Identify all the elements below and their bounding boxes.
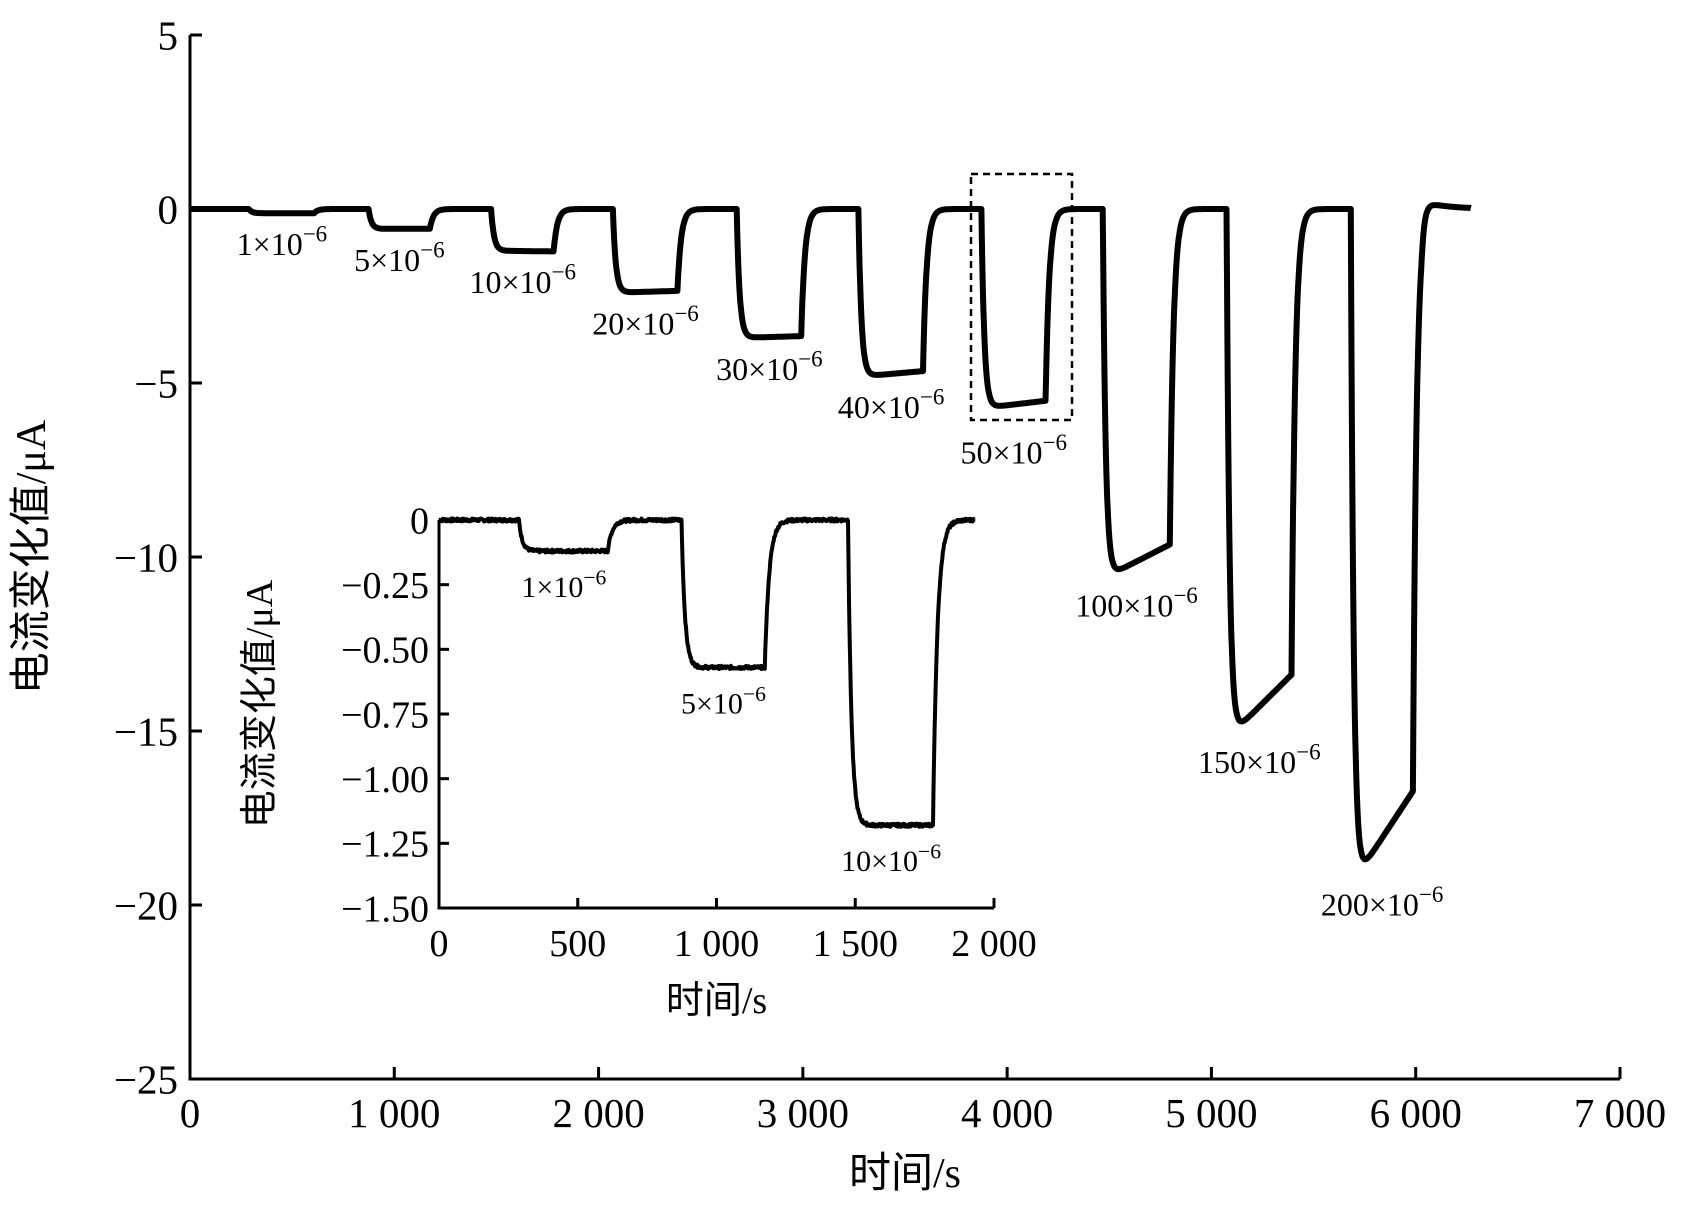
x-tick-label: 3 000 <box>757 1090 849 1136</box>
y-tick-label: −0.50 <box>341 630 429 672</box>
x-tick-label: 2 000 <box>951 923 1037 965</box>
concentration-label-exponent: −6 <box>420 236 445 262</box>
concentration-label: 40×10−6 <box>838 384 945 425</box>
x-axis-label: 时间/s <box>849 1151 961 1197</box>
concentration-label: 1×10−6 <box>237 221 328 262</box>
concentration-label-base: 50×10 <box>961 434 1043 470</box>
concentration-label: 10×10−6 <box>841 840 941 879</box>
concentration-label: 1×10−6 <box>521 565 606 604</box>
concentration-label-base: 1×10 <box>521 571 583 604</box>
y-tick-label: −20 <box>114 882 178 928</box>
x-tick-label: 500 <box>549 923 606 965</box>
y-tick-label: −10 <box>114 534 178 580</box>
x-tick-label: 0 <box>180 1090 201 1136</box>
y-tick-label: 0 <box>410 500 429 542</box>
concentration-label-base: 150×10 <box>1198 744 1296 780</box>
concentration-label-exponent: −6 <box>1173 582 1198 608</box>
concentration-label: 10×10−6 <box>470 258 577 299</box>
concentration-label-exponent: −6 <box>552 258 577 284</box>
concentration-label: 30×10−6 <box>716 345 823 386</box>
concentration-label-base: 5×10 <box>681 687 743 720</box>
concentration-label-base: 30×10 <box>716 351 798 387</box>
concentration-label: 200×10−6 <box>1321 881 1444 922</box>
concentration-label-exponent: −6 <box>743 682 766 706</box>
concentration-label-base: 10×10 <box>470 264 552 300</box>
main-plot: 50−5−10−15−20−250 1 000 2 000 3 000 4 000 5 0… <box>8 12 1666 1197</box>
y-tick-label: −5 <box>134 360 178 406</box>
y-tick-label: −1.50 <box>341 888 429 930</box>
concentration-label-exponent: −6 <box>920 384 945 410</box>
zoom-region-box <box>969 172 1074 422</box>
y-tick-label: −1.00 <box>341 759 429 801</box>
concentration-label: 5×10−6 <box>681 682 766 721</box>
y-tick-label: −15 <box>114 708 178 754</box>
concentration-label: 5×10−6 <box>354 236 445 277</box>
concentration-label-base: 40×10 <box>838 389 920 425</box>
y-axis-label: 电流变化值/μA <box>8 419 55 694</box>
concentration-label: 50×10−6 <box>961 429 1068 470</box>
y-tick-label: 0 <box>158 186 179 232</box>
x-tick-label: 1 000 <box>348 1090 440 1136</box>
current-trace <box>437 516 976 829</box>
concentration-label-base: 200×10 <box>1321 887 1419 923</box>
x-tick-label: 5 000 <box>1165 1090 1257 1136</box>
concentration-label-exponent: −6 <box>1419 881 1444 907</box>
y-tick-label: −0.75 <box>341 694 429 736</box>
inset-plot: 0−0.25−0.50−0.75−1.00−1.25−1.500 500 1 000… <box>239 500 1037 1022</box>
x-tick-label: 6 000 <box>1370 1090 1462 1136</box>
y-tick-label: −0.25 <box>341 565 429 607</box>
concentration-label-exponent: −6 <box>303 221 328 247</box>
concentration-label-base: 5×10 <box>354 242 420 278</box>
x-axis-label: 时间/s <box>666 980 767 1022</box>
x-tick-label: 0 <box>430 923 449 965</box>
concentration-label: 150×10−6 <box>1198 739 1321 780</box>
concentration-label-exponent: −6 <box>1043 429 1068 455</box>
concentration-label-base: 1×10 <box>237 226 303 262</box>
concentration-label-base: 100×10 <box>1075 587 1173 623</box>
y-tick-label: 5 <box>158 12 179 58</box>
concentration-label-exponent: −6 <box>918 840 941 864</box>
concentration-label-exponent: −6 <box>798 345 823 371</box>
concentration-label-exponent: −6 <box>583 565 606 589</box>
y-tick-label: −1.25 <box>341 824 429 866</box>
concentration-label: 20×10−6 <box>592 300 699 341</box>
x-tick-label: 4 000 <box>961 1090 1053 1136</box>
y-axis-label: 电流变化值/μA <box>239 579 281 828</box>
concentration-label-base: 20×10 <box>592 306 674 342</box>
x-tick-label: 1 000 <box>674 923 760 965</box>
current-trace <box>187 202 1474 863</box>
x-tick-label: 1 500 <box>813 923 899 965</box>
x-tick-label: 2 000 <box>552 1090 644 1136</box>
concentration-label-exponent: −6 <box>1296 739 1321 765</box>
x-tick-label: 7 000 <box>1574 1090 1666 1136</box>
concentration-label: 100×10−6 <box>1075 582 1198 623</box>
concentration-label-exponent: −6 <box>674 300 699 326</box>
y-tick-label: −25 <box>114 1056 178 1102</box>
concentration-label-base: 10×10 <box>841 845 918 878</box>
